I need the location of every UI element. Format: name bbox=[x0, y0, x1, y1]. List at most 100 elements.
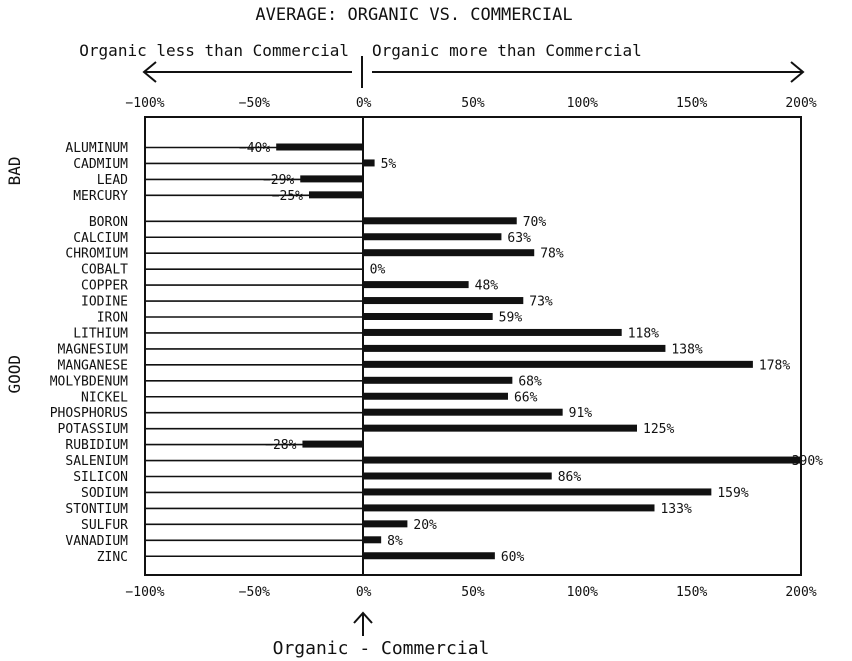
bar-rows: ALUMINUM −40% CADMIUM 5% LEAD −29% MERCURY −25%… bbox=[50, 141, 823, 565]
bar bbox=[363, 297, 524, 305]
bar bbox=[363, 376, 513, 384]
bar bbox=[363, 233, 502, 241]
bar bbox=[363, 488, 712, 496]
bar-row-salenium: SALENIUM 390% bbox=[65, 454, 823, 469]
bar bbox=[363, 249, 535, 257]
category-label: ZINC bbox=[97, 550, 128, 565]
bar bbox=[363, 360, 753, 368]
right-arrow-label: Organic more than Commercial bbox=[372, 41, 642, 60]
bar-row-sodium: SODIUM 159% bbox=[81, 486, 749, 501]
left-arrow bbox=[142, 61, 352, 83]
bottom-tick-label: −50% bbox=[239, 585, 270, 600]
value-label: 91% bbox=[569, 406, 593, 421]
bar-row-potassium: POTASSIUM 125% bbox=[58, 422, 675, 437]
category-label: STONTIUM bbox=[65, 502, 128, 517]
value-label: 138% bbox=[671, 342, 702, 357]
category-label: SULFUR bbox=[81, 518, 128, 533]
chart-title: AVERAGE: ORGANIC VS. COMMERCIAL bbox=[255, 5, 572, 25]
top-tick-label: 0% bbox=[356, 96, 372, 111]
value-label: 178% bbox=[759, 358, 790, 373]
value-label: −25% bbox=[272, 189, 303, 204]
bar-row-stontium: STONTIUM 133% bbox=[65, 502, 692, 517]
value-label: 118% bbox=[628, 326, 659, 341]
bar-row-phosphorus: PHOSPHORUS 91% bbox=[50, 406, 593, 421]
category-label: ALUMINUM bbox=[65, 141, 128, 156]
top-tick-label: −100% bbox=[125, 96, 164, 111]
bottom-tick-label: 0% bbox=[356, 585, 372, 600]
value-label: −28% bbox=[265, 438, 296, 453]
category-label: RUBIDIUM bbox=[65, 438, 128, 453]
bar-row-copper: COPPER 48% bbox=[81, 279, 498, 294]
value-label: 133% bbox=[660, 502, 691, 517]
category-label: IODINE bbox=[81, 295, 128, 310]
value-label: 73% bbox=[529, 295, 553, 310]
bottom-tick-label: 100% bbox=[567, 585, 598, 600]
bar bbox=[363, 456, 801, 464]
value-label: 63% bbox=[507, 231, 531, 246]
bottom-tick-labels: −100% −50% 0% 50% 100% 150% 200% bbox=[125, 585, 816, 600]
bar bbox=[302, 440, 364, 448]
value-label: 86% bbox=[558, 470, 582, 485]
right-arrow bbox=[372, 61, 805, 83]
value-label: 159% bbox=[717, 486, 748, 501]
bar bbox=[363, 552, 495, 560]
bar-row-manganese: MANGANESE 178% bbox=[58, 358, 791, 373]
group-label-good: GOOD bbox=[5, 355, 24, 394]
bar-row-zinc: ZINC 60% bbox=[97, 550, 525, 565]
bar bbox=[363, 281, 469, 289]
bar bbox=[363, 313, 493, 320]
value-label: 8% bbox=[387, 534, 403, 549]
bar bbox=[363, 159, 375, 167]
group-label-bad: BAD bbox=[5, 156, 24, 185]
value-label: 78% bbox=[540, 247, 564, 262]
bar-row-aluminum: ALUMINUM −40% bbox=[65, 141, 364, 156]
value-label: 125% bbox=[643, 422, 674, 437]
bar bbox=[363, 520, 408, 528]
left-arrow-label: Organic less than Commercial bbox=[79, 41, 349, 60]
bar-row-mercury: MERCURY −25% bbox=[73, 189, 364, 204]
top-tick-label: 150% bbox=[676, 96, 707, 111]
bar-row-magnesium: MAGNESIUM 138% bbox=[58, 342, 703, 357]
bar-row-rubidium: RUBIDIUM −28% bbox=[65, 438, 364, 453]
bar bbox=[300, 175, 364, 183]
value-label: 66% bbox=[514, 390, 538, 405]
bar bbox=[363, 328, 622, 336]
bar bbox=[276, 143, 364, 151]
category-label: LITHIUM bbox=[73, 326, 128, 341]
category-label: SILICON bbox=[73, 470, 128, 485]
bar-row-molybdenum: MOLYBDENUM 68% bbox=[50, 374, 542, 389]
bar bbox=[363, 344, 666, 352]
value-label: 59% bbox=[499, 311, 523, 326]
bar bbox=[309, 191, 364, 199]
category-label: NICKEL bbox=[81, 390, 128, 405]
bar-row-silicon: SILICON 86% bbox=[73, 470, 581, 485]
top-tick-labels: −100% −50% 0% 50% 100% 150% 200% bbox=[125, 96, 816, 111]
category-label: VANADIUM bbox=[65, 534, 128, 549]
bar bbox=[363, 408, 563, 416]
value-label: 70% bbox=[523, 215, 547, 230]
bar-row-boron: BORON 70% bbox=[89, 215, 547, 230]
top-tick-label: −50% bbox=[239, 96, 270, 111]
bar-row-chromium: CHROMIUM 78% bbox=[65, 247, 564, 262]
bar bbox=[363, 536, 382, 544]
value-label: −29% bbox=[263, 173, 294, 188]
bottom-tick-label: −100% bbox=[125, 585, 164, 600]
top-tick-label: 200% bbox=[785, 96, 816, 111]
category-label: MAGNESIUM bbox=[58, 342, 129, 357]
bottom-axis-label: Organic - Commercial bbox=[273, 638, 490, 659]
bar-row-iodine: IODINE 73% bbox=[81, 295, 553, 310]
category-label: SODIUM bbox=[81, 486, 128, 501]
category-label: SALENIUM bbox=[65, 454, 128, 469]
bar bbox=[363, 472, 552, 480]
bottom-tick-label: 150% bbox=[676, 585, 707, 600]
category-label: IRON bbox=[97, 311, 128, 326]
bar-row-cadmium: CADMIUM 5% bbox=[73, 157, 396, 172]
category-label: COPPER bbox=[81, 279, 128, 294]
value-label: 60% bbox=[501, 550, 525, 565]
category-label: LEAD bbox=[97, 173, 128, 188]
bar bbox=[363, 424, 637, 432]
value-label: 390% bbox=[792, 454, 823, 469]
bar-row-vanadium: VANADIUM 8% bbox=[65, 534, 403, 549]
value-label: 20% bbox=[413, 518, 437, 533]
